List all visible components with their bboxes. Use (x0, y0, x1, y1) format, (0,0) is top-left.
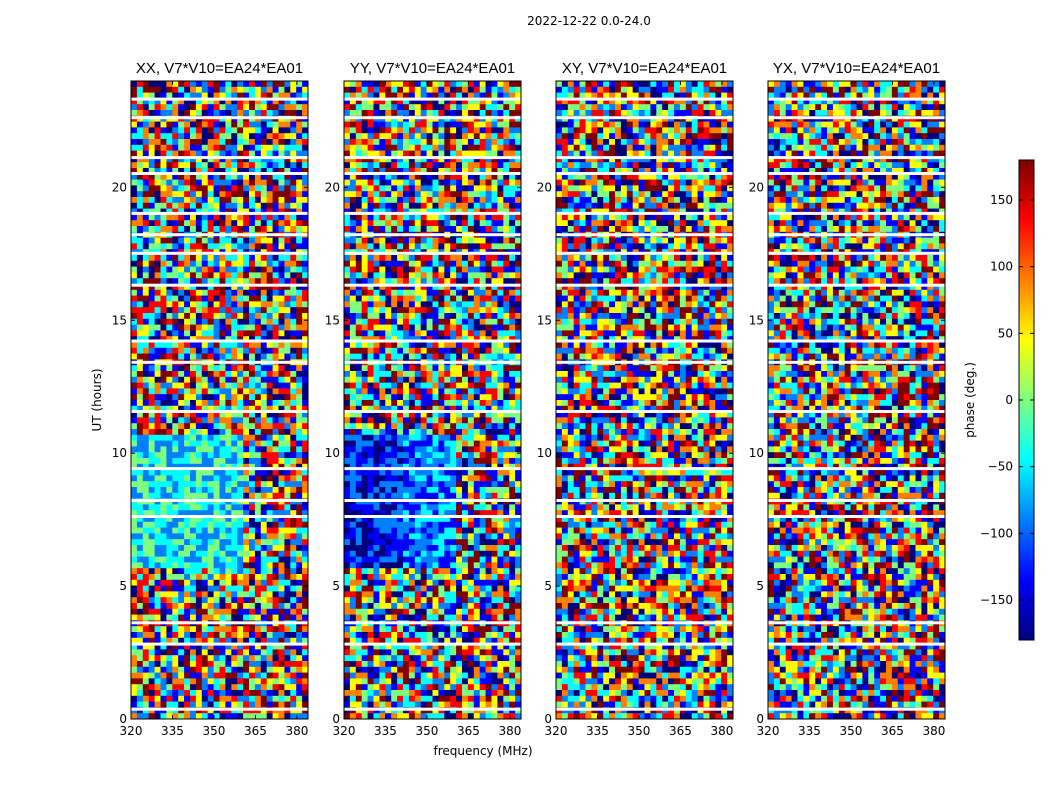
x-axis-label: frequency (MHz) (433, 744, 532, 758)
x-tick-label: 365 (881, 724, 904, 738)
x-tick-label: 380 (498, 724, 521, 738)
colorbar-tick-label: 0 (1005, 393, 1013, 407)
x-tick-label: 365 (244, 724, 267, 738)
colorbar-tick-label: −100 (980, 526, 1013, 540)
x-tick-label: 350 (203, 724, 226, 738)
panel-title: YX, V7*V10=EA24*EA01 (773, 60, 940, 77)
panel-title: XY, V7*V10=EA24*EA01 (562, 60, 727, 77)
panel-title: YY, V7*V10=EA24*EA01 (350, 60, 515, 77)
panel-3: YX, V7*V10=EA24*EA01 320 335 350 365 380 0 5 10 1… (749, 60, 946, 738)
x-tick-label: 335 (161, 724, 184, 738)
panel-1: YY, V7*V10=EA24*EA01 320 335 350 365 380 0 5 10 1… (325, 60, 522, 738)
y-tick-label: 10 (749, 446, 764, 460)
y-tick-label: 0 (756, 712, 764, 726)
colorbar-tick-label: −150 (980, 593, 1013, 607)
x-tick-label: 380 (285, 724, 308, 738)
x-tick-label: 365 (669, 724, 692, 738)
colorbar: 150 100 50 0 −50 −100 −150 (980, 159, 1035, 641)
x-tick-label: 320 (545, 724, 568, 738)
x-tick-label: 320 (333, 724, 356, 738)
y-tick-label: 0 (332, 712, 340, 726)
x-tick-label: 380 (710, 724, 733, 738)
panel-2: XY, V7*V10=EA24*EA01 320 335 350 365 380 0 5 10 1… (537, 60, 734, 738)
panel-0: XX, V7*V10=EA24*EA01 320 335 350 365 380 0 5 10 1… (112, 60, 309, 738)
y-tick-label: 15 (112, 313, 127, 327)
colorbar-tick-label: 100 (990, 260, 1013, 274)
y-tick-label: 20 (112, 180, 127, 194)
y-tick-label: 15 (325, 313, 340, 327)
x-tick-label: 335 (374, 724, 397, 738)
colorbar-tick-label: 50 (998, 326, 1013, 340)
y-tick-label: 20 (749, 180, 764, 194)
colorbar-tick-label: −50 (988, 460, 1013, 474)
y-tick-label: 15 (537, 313, 552, 327)
figure-suptitle: 2022-12-22 0.0-24.0 (527, 14, 651, 28)
x-tick-label: 365 (457, 724, 480, 738)
colorbar-label: phase (deg.) (963, 362, 977, 438)
x-tick-label: 380 (922, 724, 945, 738)
y-tick-label: 20 (325, 180, 340, 194)
y-tick-label: 0 (119, 712, 127, 726)
y-tick-label: 10 (537, 446, 552, 460)
y-tick-label: 5 (119, 579, 127, 593)
y-tick-label: 5 (756, 579, 764, 593)
y-axis-label: UT (hours) (90, 368, 104, 431)
x-tick-label: 350 (840, 724, 863, 738)
y-tick-label: 20 (537, 180, 552, 194)
y-tick-label: 5 (332, 579, 340, 593)
x-tick-label: 335 (798, 724, 821, 738)
x-tick-label: 335 (586, 724, 609, 738)
y-tick-label: 10 (325, 446, 340, 460)
x-tick-label: 350 (628, 724, 651, 738)
x-tick-label: 350 (416, 724, 439, 738)
panel-title: XX, V7*V10=EA24*EA01 (136, 60, 303, 77)
y-tick-label: 10 (112, 446, 127, 460)
y-tick-label: 5 (544, 579, 552, 593)
x-tick-label: 320 (120, 724, 143, 738)
colorbar-tick-label: 150 (990, 193, 1013, 207)
y-tick-label: 15 (749, 313, 764, 327)
x-tick-label: 320 (757, 724, 780, 738)
y-tick-label: 0 (544, 712, 552, 726)
